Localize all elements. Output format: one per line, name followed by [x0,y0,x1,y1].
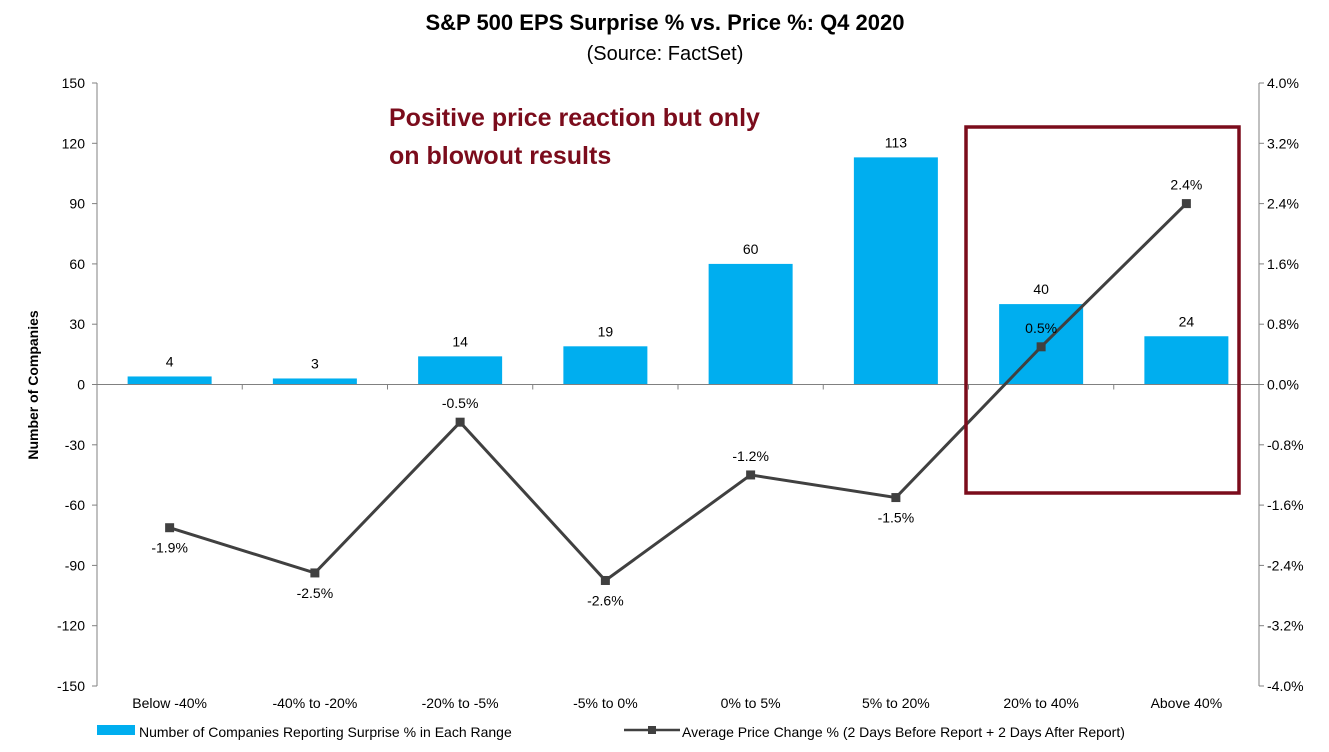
bar [272,378,357,385]
right-tick-label: 0.8% [1267,316,1299,332]
bar [127,376,212,385]
bar-labels: 4 3 14 19 60 113 40 24 [166,134,1195,371]
left-tick-label: 90 [69,196,85,212]
category-label: Below -40% [132,695,207,711]
left-tick-label: 60 [69,256,85,272]
category-label: 0% to 5% [721,695,781,711]
line-value-label: -0.5% [442,395,479,411]
line-marker [600,575,610,585]
bar-value-label: 4 [166,353,174,369]
category-label: 5% to 20% [862,695,930,711]
line-value-label: 2.4% [1170,177,1202,193]
left-tick-label: -150 [57,678,85,694]
line-marker [165,523,175,533]
right-tick-label: 3.2% [1267,135,1299,151]
legend-line-marker [648,726,656,734]
right-tick-label: 1.6% [1267,256,1299,272]
category-label: -40% to -20% [272,695,357,711]
category-label: -20% to -5% [422,695,499,711]
legend-line-label: Average Price Change % (2 Days Before Re… [682,724,1125,740]
bar-value-label: 3 [311,355,319,371]
right-tick-label: 4.0% [1267,75,1299,91]
legend: Number of Companies Reporting Surprise %… [97,724,1125,740]
line-marker [746,470,756,480]
line-marker [1036,342,1046,352]
bar [708,263,793,385]
bar [418,356,503,385]
right-axis: 4.0% 3.2% 2.4% 1.6% 0.8% 0.0% -0.8% -1.6% -2.4% -… [1258,75,1304,694]
left-tick-label: -120 [57,618,85,634]
right-tick-label: 0.0% [1267,377,1299,393]
bar-series [127,157,1229,385]
right-tick-label: -4.0% [1267,678,1304,694]
line-value-label: -1.2% [732,448,769,464]
left-tick-label: 30 [69,316,85,332]
right-tick-label: -0.8% [1267,437,1304,453]
line-marker [891,493,901,503]
left-axis: 150 120 90 60 30 0 -30 -60 -90 -120 -150 [57,75,98,694]
right-tick-label: -3.2% [1267,618,1304,634]
category-label: Above 40% [1151,695,1223,711]
left-tick-label: 0 [77,377,85,393]
left-tick-label: 120 [62,135,86,151]
left-tick-label: -30 [65,437,85,453]
bar [853,157,938,385]
line-marker [1181,199,1191,209]
left-tick-label: 150 [62,75,86,91]
bar [1144,336,1229,385]
legend-bar-label: Number of Companies Reporting Surprise %… [139,724,512,740]
category-label: -5% to 0% [573,695,638,711]
bar-value-label: 24 [1179,313,1195,329]
line-value-label: -2.5% [297,585,334,601]
bar-value-label: 60 [743,241,759,257]
bar-value-label: 14 [452,333,468,349]
bar-value-label: 113 [885,134,908,150]
right-tick-label: 2.4% [1267,196,1299,212]
line-value-label: -1.5% [878,510,915,526]
right-tick-label: -1.6% [1267,497,1304,513]
line-labels: -1.9% -2.5% -0.5% -2.6% -1.2% -1.5% 0.5% 2.4% [151,177,1202,609]
left-tick-label: -90 [65,557,85,573]
legend-bar-swatch [97,725,135,735]
highlight-box [964,125,1241,495]
annotation-line-1: Positive price reaction but only [389,104,760,132]
chart-title: S&P 500 EPS Surprise % vs. Price %: Q4 2… [426,10,905,35]
bar-value-label: 40 [1033,281,1049,297]
category-labels: Below -40% -40% to -20% -20% to -5% -5% to … [96,384,1260,711]
price-change-line [169,202,1188,583]
category-label: 20% to 40% [1003,695,1079,711]
line-markers [165,199,1191,585]
line-value-label: 0.5% [1025,320,1057,336]
y-axis-label-left: Number of Companies [25,310,41,460]
bar-value-label: 19 [598,323,614,339]
right-tick-label: -2.4% [1267,557,1304,573]
bar [563,346,648,385]
line-value-label: -1.9% [151,540,188,556]
line-marker [455,417,465,427]
annotation-line-2: on blowout results [389,142,611,170]
chart-subtitle: (Source: FactSet) [587,43,744,65]
left-tick-label: -60 [65,497,85,513]
line-marker [310,568,320,578]
line-value-label: -2.6% [587,592,624,608]
